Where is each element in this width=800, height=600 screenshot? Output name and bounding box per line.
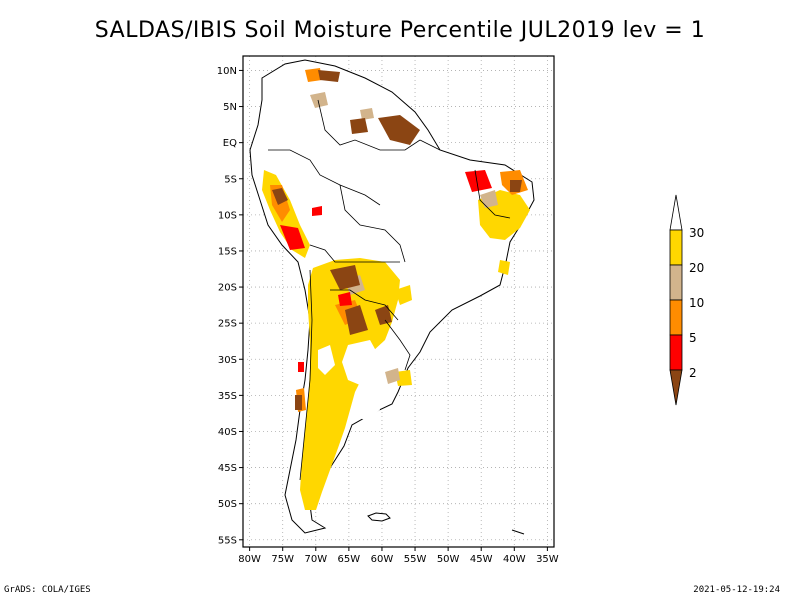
map-title: SALDAS/IBIS Soil Moisture Percentile JUL… <box>94 18 706 43</box>
colorbar-label: 10 <box>689 296 704 310</box>
region-2-5-amazon <box>312 206 322 216</box>
lon-tick-label: 40W <box>503 554 526 565</box>
colorbar-label: 2 <box>689 366 697 380</box>
region-20-30-argentina <box>300 258 400 510</box>
lon-tick-label: 75W <box>271 554 294 565</box>
lon-tick-label: 65W <box>338 554 361 565</box>
lat-tick-label: 50S <box>218 499 237 510</box>
colorbar-label: 5 <box>689 331 697 345</box>
south-georgia <box>511 529 525 535</box>
colorbar-above-30 <box>669 194 683 231</box>
region-2-5-peru <box>280 225 305 250</box>
lat-tick-label: 45S <box>218 463 237 474</box>
region-5-10-north <box>305 68 322 82</box>
footer-credit: GrADS: COLA/IGES <box>4 585 91 595</box>
region-2-5-chile <box>298 362 304 372</box>
region-20-30-patch <box>395 370 412 386</box>
region-above-30-patch <box>342 340 380 385</box>
lat-tick-label: 10N <box>217 66 237 77</box>
lon-tick-label: 70W <box>304 554 327 565</box>
lat-tick-label: 5S <box>224 174 237 185</box>
colorbar-5-10 <box>669 299 683 336</box>
lat-tick-label: 10S <box>218 210 237 221</box>
map-frame-border <box>242 55 555 548</box>
lon-tick-label: 60W <box>371 554 394 565</box>
lat-tick-label: 35S <box>218 391 237 402</box>
region-below-2-peru <box>272 188 288 205</box>
lon-tick-label: 50W <box>437 554 460 565</box>
colorbar-20-30 <box>669 229 683 266</box>
footer-timestamp: 2021-05-12-19:24 <box>693 585 780 595</box>
lat-tick-label: 15S <box>218 246 237 257</box>
lon-tick-label: 35W <box>536 554 559 565</box>
lat-tick-label: EQ <box>223 138 237 149</box>
region-10-20-north <box>360 108 374 120</box>
colorbar <box>669 194 683 406</box>
region-10-20-north <box>310 92 328 108</box>
falkland-islands <box>367 512 391 522</box>
region-below-2-argentina <box>375 305 392 325</box>
country-borders <box>268 99 511 481</box>
lon-tick-label: 80W <box>238 554 261 565</box>
region-above-30-patch <box>352 395 380 420</box>
region-20-30-patch <box>395 285 412 305</box>
region-20-30-patch <box>498 260 510 275</box>
region-below-2-bolivia <box>330 265 360 290</box>
colorbar-10-20 <box>669 264 683 301</box>
region-below-2-ne <box>510 180 522 192</box>
region-below-2-paraguay <box>345 305 368 335</box>
region-below-2-guyana <box>350 118 368 134</box>
region-2-5-bolivia <box>338 292 352 306</box>
region-2-5-ne-brazil <box>465 170 492 192</box>
colorbar-label: 30 <box>689 226 704 240</box>
region-below-2-colombia <box>318 70 340 82</box>
colorbar-2-5 <box>669 334 683 371</box>
lat-tick-label: 55S <box>218 535 237 546</box>
region-below-2-chile <box>295 395 302 410</box>
colorbar-below-2 <box>669 369 683 406</box>
colorbar-labels: 2 5 10 20 30 <box>689 226 704 380</box>
lat-tick-label: 30S <box>218 355 237 366</box>
lat-tick-label: 40S <box>218 427 237 438</box>
region-above-30-patch <box>318 345 335 375</box>
longitude-tick-labels: 80W 75W 70W 65W 60W 55W 50W 45W 40W 35W <box>238 547 559 565</box>
region-below-2-venezuela <box>378 115 420 145</box>
region-10-20-ne <box>480 190 498 208</box>
lat-tick-label: 20S <box>218 283 237 294</box>
lat-tick-label: 25S <box>218 319 237 330</box>
region-10-20-uruguay <box>385 368 400 384</box>
lat-tick-label: 5N <box>223 102 237 113</box>
colorbar-label: 20 <box>689 261 704 275</box>
latitude-tick-labels: 10N 5N EQ 5S 10S 15S 20S 25S 30S 35S 40S 45S 50S 55S <box>217 66 243 546</box>
lon-tick-label: 45W <box>470 554 493 565</box>
lon-tick-label: 55W <box>404 554 427 565</box>
